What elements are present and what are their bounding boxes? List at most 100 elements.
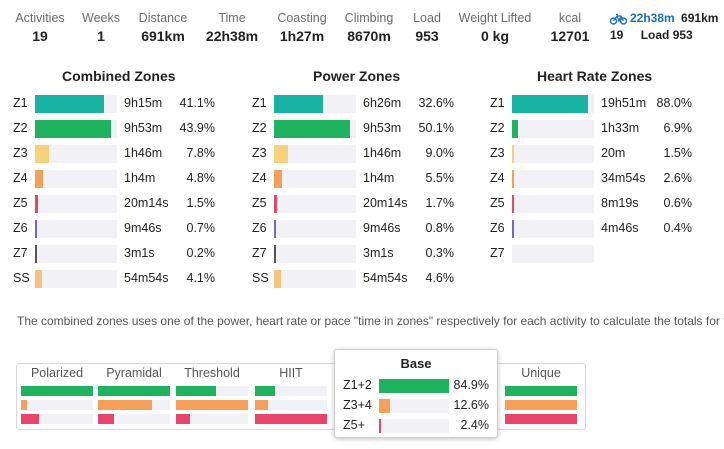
training-card-hiit[interactable]: HIIT — [255, 365, 327, 424]
zone-row-z4[interactable]: Z4 1h4m 5.5% — [252, 170, 464, 188]
zone-row-z2[interactable]: Z2 9h53m 50.1% — [252, 120, 464, 138]
zone-percent: 2.6% — [663, 171, 693, 185]
zone-label: Z1 — [490, 96, 505, 110]
zone-bar-fill — [512, 220, 514, 238]
zone-row-z4[interactable]: Z4 34m54s 2.6% — [490, 170, 702, 188]
zone-time: 54m54s — [124, 271, 169, 285]
training-card-name: Unique — [521, 366, 561, 380]
zone-row-z6[interactable]: Z6 9m46s 0.7% — [13, 220, 225, 238]
training-card-pyramidal[interactable]: Pyramidal — [98, 365, 170, 424]
zone-time: 34m54s — [601, 171, 646, 185]
training-card-bar — [255, 386, 327, 396]
ride-load: Load 953 — [640, 28, 693, 42]
zone-row-z5[interactable]: Z5 20m14s 1.7% — [252, 195, 464, 213]
base-row-label: Z1+2 — [343, 378, 372, 392]
zone-bar-track — [274, 95, 356, 113]
stat-value: 691km — [141, 28, 185, 44]
zone-row-ss[interactable]: SS 54m54s 4.1% — [13, 270, 225, 288]
training-card-bar-fill — [21, 400, 27, 410]
zone-row-z1[interactable]: Z1 6h26m 32.6% — [252, 95, 464, 113]
training-card-bar — [255, 414, 327, 424]
ride-time: 22h38m — [630, 11, 675, 25]
zone-bar-track — [274, 120, 356, 138]
zone-row-z5[interactable]: Z5 8m19s 0.6% — [490, 195, 702, 213]
training-card-bar-fill — [505, 386, 577, 396]
zone-percent: 9.0% — [425, 146, 455, 160]
stat-weight-lifted[interactable]: Weight Lifted 0 kg — [456, 10, 534, 46]
training-card-name: Polarized — [30, 366, 84, 380]
zone-bar-fill — [512, 145, 514, 163]
zone-time: 19h51m — [601, 96, 647, 110]
stat-coasting[interactable]: Coasting 1h27m — [274, 10, 330, 46]
zone-bar-fill — [274, 95, 323, 113]
zone-time: 20m14s — [124, 196, 169, 210]
zone-time: 1h4m — [124, 171, 156, 185]
training-card-unique[interactable]: Unique — [505, 365, 577, 424]
zone-row-z3[interactable]: Z3 1h46m 7.8% — [13, 145, 225, 163]
zone-label: Z2 — [13, 121, 28, 135]
stat-label: Coasting — [277, 11, 327, 25]
power-zones-title: Power Zones — [313, 68, 401, 84]
zone-row-ss[interactable]: SS 54m54s 4.6% — [252, 270, 464, 288]
zone-time: 8m19s — [601, 196, 639, 210]
training-card-bar-fill — [176, 400, 248, 410]
stat-climbing[interactable]: Climbing 8670m — [340, 10, 398, 46]
zone-percent: 43.9% — [179, 121, 215, 135]
zone-percent: 4.6% — [425, 271, 455, 285]
zone-percent: 88.0% — [656, 96, 692, 110]
base-row: Z1+2 84.9% — [335, 377, 497, 395]
zone-row-z6[interactable]: Z6 9m46s 0.8% — [252, 220, 464, 238]
zone-row-z3[interactable]: Z3 20m 1.5% — [490, 145, 702, 163]
base-row-percent: 2.4% — [460, 418, 490, 432]
stat-label: Weight Lifted — [458, 11, 532, 25]
zone-label: Z1 — [252, 96, 267, 110]
zone-bar-track — [35, 195, 117, 213]
zone-row-z1[interactable]: Z1 19h51m 88.0% — [490, 95, 702, 113]
zone-percent: 0.7% — [186, 221, 216, 235]
stat-distance[interactable]: Distance 691km — [134, 10, 192, 46]
training-card-bar — [98, 414, 170, 424]
zone-time: 9h15m — [124, 96, 163, 110]
stat-value: 0 kg — [480, 28, 509, 44]
zone-row-z7[interactable]: Z7 — [490, 245, 702, 263]
stat-activities[interactable]: Activities 19 — [14, 10, 66, 46]
zone-bar-fill — [35, 245, 37, 263]
zone-row-z6[interactable]: Z6 4m46s 0.4% — [490, 220, 702, 238]
zone-row-z3[interactable]: Z3 1h46m 9.0% — [252, 145, 464, 163]
zone-row-z4[interactable]: Z4 1h4m 4.8% — [13, 170, 225, 188]
zone-bar-fill — [512, 195, 514, 213]
stat-time[interactable]: Time 22h38m — [200, 10, 264, 46]
stat-kcal[interactable]: kcal 12701 — [544, 10, 596, 46]
zone-row-z7[interactable]: Z7 3m1s 0.3% — [252, 245, 464, 263]
zone-label: Z2 — [252, 121, 267, 135]
training-card-bar-fill — [255, 414, 327, 424]
training-card-polarized[interactable]: Polarized — [21, 365, 93, 424]
zone-bar-track — [512, 120, 594, 138]
ride-summary[interactable]: 22h38m 691km 19 Load 953 — [609, 10, 724, 46]
stat-weeks[interactable]: Weeks 1 — [80, 10, 122, 46]
zone-label: SS — [252, 271, 269, 285]
zone-row-z5[interactable]: Z5 20m14s 1.5% — [13, 195, 225, 213]
zone-bar-fill — [274, 120, 350, 138]
training-card-bar-fill — [505, 400, 577, 410]
stat-load[interactable]: Load 953 — [408, 10, 446, 46]
zone-percent: 4.8% — [186, 171, 216, 185]
zone-percent: 0.6% — [663, 196, 693, 210]
zone-row-z2[interactable]: Z2 1h33m 6.9% — [490, 120, 702, 138]
zone-row-z1[interactable]: Z1 9h15m 41.1% — [13, 95, 225, 113]
zone-bar-fill — [274, 170, 282, 188]
zone-time: 6h26m — [363, 96, 402, 110]
stats-bar: Activities 19 Weeks 1 Distance 691km Tim… — [0, 10, 724, 46]
training-card-base[interactable]: Base Z1+2 84.9% Z3+4 12.6% Z5+ 2.4% — [334, 349, 498, 438]
zone-bar-fill — [274, 220, 276, 238]
ride-summary-top: 22h38m 691km — [609, 10, 718, 30]
zone-row-z2[interactable]: Z2 9h53m 43.9% — [13, 120, 225, 138]
training-card-bar-fill — [176, 414, 191, 424]
zone-bar-fill — [35, 95, 104, 113]
zone-label: Z2 — [490, 121, 505, 135]
zone-row-z7[interactable]: Z7 3m1s 0.2% — [13, 245, 225, 263]
training-card-threshold[interactable]: Threshold — [176, 365, 248, 424]
zone-bar-track — [35, 170, 117, 188]
training-card-bar-fill — [98, 400, 152, 410]
zone-percent: 7.8% — [186, 146, 216, 160]
